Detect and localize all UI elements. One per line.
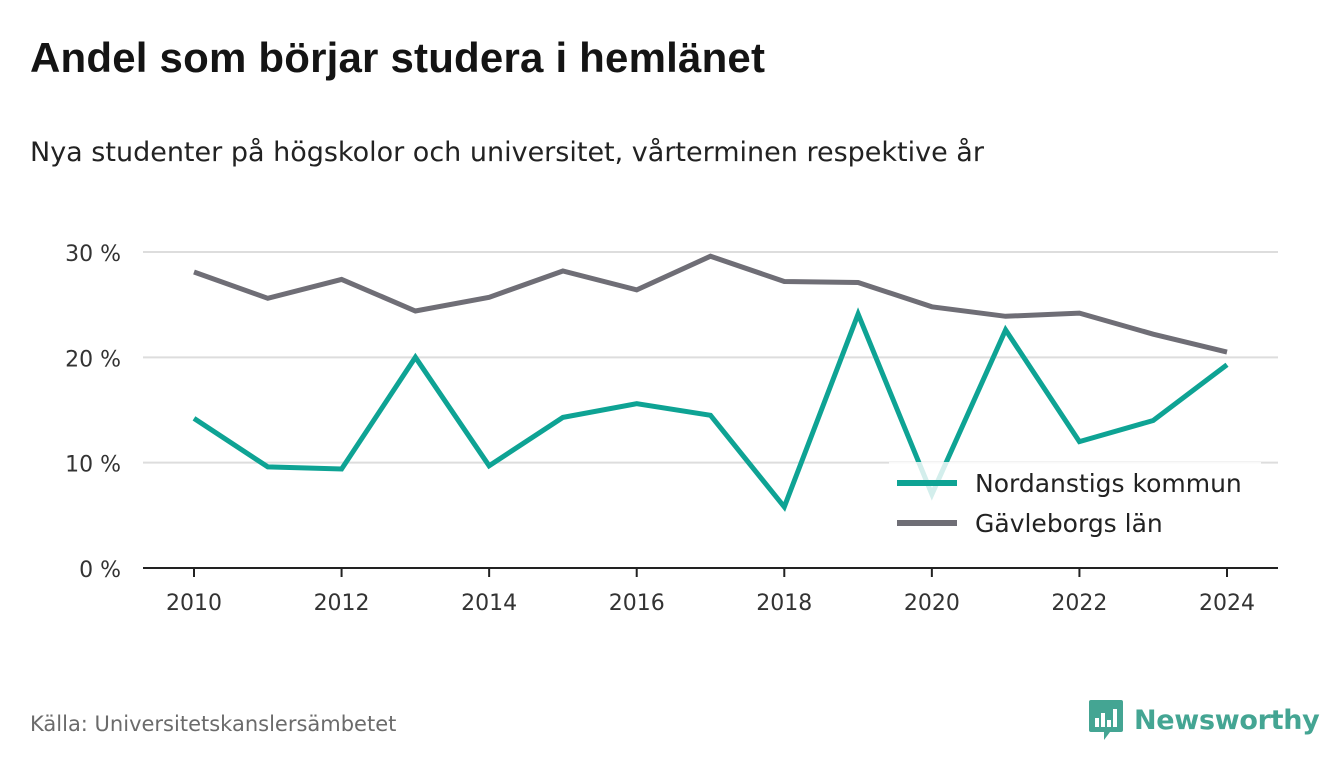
legend-label: Gävleborgs län — [975, 509, 1163, 538]
x-tick-label: 2014 — [461, 591, 517, 616]
chart-title: Andel som börjar studera i hemlänet — [30, 34, 766, 81]
series-line-nordanstigs-kommun — [192, 307, 1229, 512]
brand: Newsworthy — [1088, 698, 1320, 742]
x-tick-label: 2020 — [904, 591, 960, 616]
legend-label: Nordanstigs kommun — [975, 469, 1242, 498]
x-tick-label: 2024 — [1199, 591, 1255, 616]
brand-name: Newsworthy — [1134, 704, 1320, 736]
x-tick-label: 2016 — [609, 591, 665, 616]
legend-background — [889, 462, 1261, 550]
y-tick-label: 0 % — [79, 558, 121, 583]
x-tick-label: 2012 — [314, 591, 370, 616]
series-line-gavleborgs-lan — [193, 253, 1228, 355]
y-tick-label: 20 % — [65, 347, 121, 372]
x-tick-label: 2018 — [756, 591, 812, 616]
x-tick-label: 2010 — [166, 591, 222, 616]
newsworthy-logo-icon — [1089, 700, 1123, 740]
y-tick-label: 10 % — [65, 453, 121, 478]
chart-subtitle: Nya studenter på högskolor och universit… — [30, 137, 984, 168]
y-tick-label: 30 % — [65, 242, 121, 267]
x-tick-label: 2022 — [1051, 591, 1107, 616]
source-text: Källa: Universitetskanslersämbetet — [30, 712, 397, 736]
